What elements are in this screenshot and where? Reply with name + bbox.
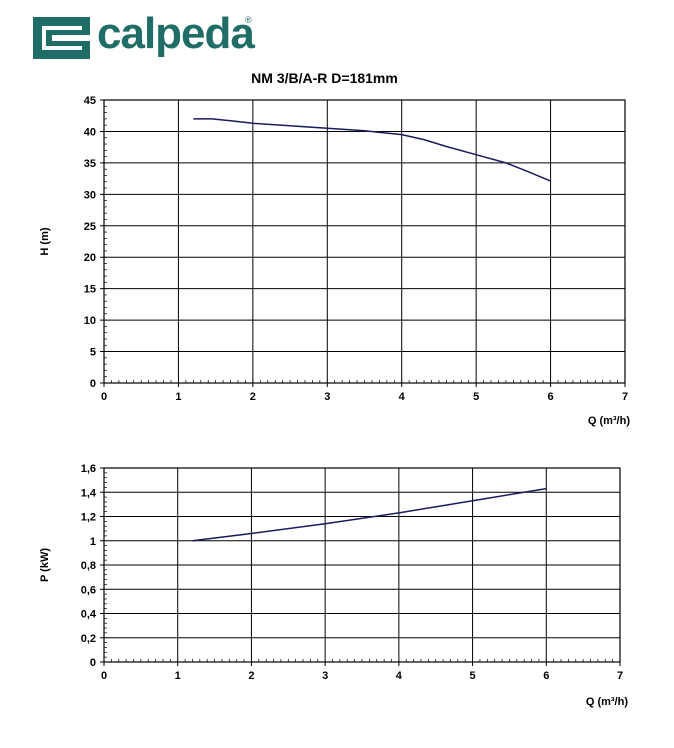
chart1-x-axis-label: Q (m³/h)	[588, 415, 630, 427]
chart2-y-tick-label: 0,2	[81, 633, 96, 645]
chart1-y-tick-label: 0	[90, 378, 96, 390]
chart1-y-tick-label: 45	[84, 95, 96, 107]
chart1-y-tick-label: 15	[84, 284, 96, 296]
chart1-x-tick-label: 4	[399, 391, 406, 403]
chart1-series-line	[193, 118, 551, 182]
chart1-x-tick-label: 1	[175, 391, 181, 403]
logo-mark-icon	[33, 17, 90, 59]
chart2-y-tick-label: 1,2	[81, 512, 96, 524]
chart1-x-tick-label: 2	[250, 391, 256, 403]
chart2-x-tick-label: 6	[543, 670, 549, 682]
chart1-y-axis-label: H (m)	[39, 227, 51, 255]
chart1-x-tick-label: 6	[548, 391, 554, 403]
chart2-x-tick-label: 3	[322, 670, 328, 682]
chart2-y-tick-label: 1	[90, 536, 96, 548]
chart2-y-tick-label: 1,4	[81, 487, 97, 499]
chart2-x-tick-label: 2	[248, 670, 254, 682]
chart2-x-axis-label: Q (m³/h)	[586, 696, 628, 708]
chart2-y-tick-label: 0,8	[81, 560, 96, 572]
chart2-y-tick-label: 1,6	[81, 463, 96, 475]
chart1-x-tick-label: 0	[101, 391, 107, 403]
chart2-x-tick-label: 0	[101, 670, 107, 682]
chart1-x-tick-label: 3	[324, 391, 330, 403]
chart2-y-tick-label: 0	[90, 657, 96, 669]
chart1-y-tick-label: 25	[84, 221, 96, 233]
chart2-y-tick-label: 0,6	[81, 584, 96, 596]
chart2-x-tick-label: 1	[175, 670, 181, 682]
chart2-plot-frame	[103, 467, 621, 663]
chart1-plot-frame	[103, 99, 626, 384]
chart1-title: NM 3/B/A-R D=181mm	[251, 70, 398, 86]
chart1-x-tick-label: 5	[473, 391, 479, 403]
chart2-y-tick-label: 0,4	[81, 609, 97, 621]
chart1-y-tick-label: 30	[84, 189, 96, 201]
chart2-x-tick-label: 7	[617, 670, 623, 682]
chart2-y-axis-label: P (kW)	[39, 548, 51, 582]
chart1-x-tick-label: 7	[622, 391, 628, 403]
chart1-y-tick-label: 5	[90, 347, 96, 359]
registered-mark: ®	[245, 15, 252, 25]
chart1-y-tick-label: 35	[84, 158, 96, 170]
logo-wordmark: calpeda	[97, 9, 255, 58]
chart2-x-tick-label: 5	[470, 670, 476, 682]
chart2-series-line	[192, 487, 547, 542]
calpeda-logo: calpeda ®	[33, 9, 263, 63]
chart1-y-tick-label: 10	[84, 315, 96, 327]
chart1-y-tick-label: 20	[84, 252, 96, 264]
chart2-x-tick-label: 4	[396, 670, 403, 682]
chart1-y-tick-label: 40	[84, 126, 96, 138]
